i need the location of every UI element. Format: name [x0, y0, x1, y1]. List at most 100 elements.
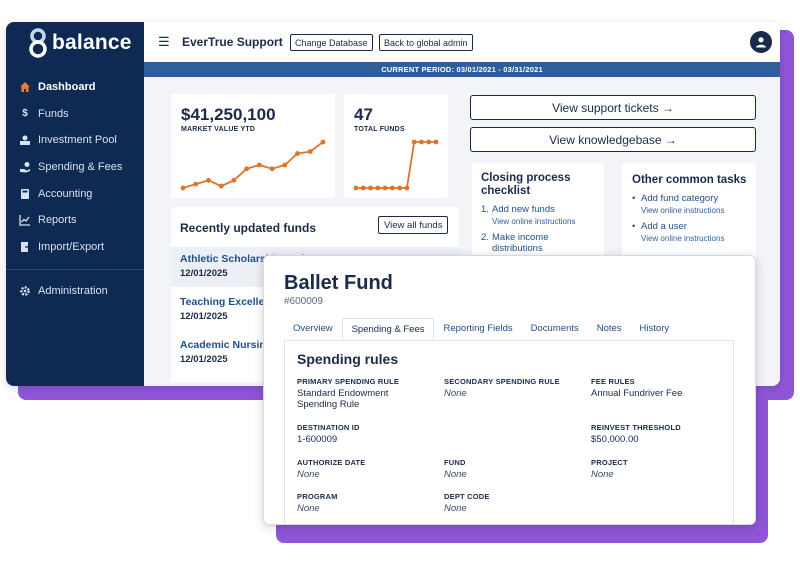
- data-point: [382, 185, 388, 191]
- tab-history[interactable]: History: [639, 323, 670, 334]
- investment-icon: [18, 133, 32, 147]
- data-point: [295, 151, 300, 156]
- field-value: None: [297, 469, 320, 480]
- market-value-label: MARKET VALUE YTD: [181, 126, 256, 133]
- view-all-funds-button[interactable]: View all funds: [378, 216, 449, 234]
- closing-checklist-title: Closing process checklist: [481, 172, 571, 197]
- data-point: [307, 149, 313, 154]
- user-icon: [756, 37, 766, 48]
- logo: balance: [28, 28, 132, 58]
- data-point: [244, 166, 250, 172]
- sidebar-item-accounting[interactable]: Accounting: [6, 180, 144, 207]
- fund-id: #600009: [284, 296, 323, 307]
- data-point: [180, 185, 186, 191]
- view-support-tickets-button[interactable]: View support tickets →: [470, 95, 756, 120]
- balance-logo-icon: [29, 28, 47, 58]
- fund-detail-card: Ballet Fund #600009 Overview Spending & …: [263, 255, 756, 525]
- import-export-icon: [18, 240, 32, 254]
- current-period-bar: CURRENT PERIOD: 03/01/2021 - 03/31/2021: [144, 62, 780, 77]
- dollar-icon: $: [22, 108, 28, 120]
- bullet: •: [632, 221, 636, 232]
- list-number: 2.: [481, 232, 489, 243]
- field-fee-rules: FEE RULES Annual Fundriver Fee: [591, 377, 731, 399]
- sidebar-item-dashboard[interactable]: Dashboard: [6, 74, 144, 101]
- field-project: PROJECT None: [591, 458, 731, 480]
- field-value: None: [444, 388, 467, 399]
- fund-date: 12/01/2025: [180, 311, 228, 322]
- data-point: [282, 162, 288, 168]
- sidebar-item-spending-fees[interactable]: Spending & Fees: [6, 154, 144, 181]
- fund-date: 12/01/2025: [180, 268, 228, 279]
- total-funds-chart: [353, 139, 439, 191]
- field-label: DESTINATION ID: [297, 423, 360, 432]
- data-point: [397, 185, 403, 191]
- field-label: DEPT CODE: [444, 492, 490, 501]
- data-point: [256, 162, 262, 168]
- data-point: [353, 185, 359, 191]
- field-label: PROJECT: [591, 458, 628, 467]
- field-authorize-date: AUTHORIZE DATE None: [297, 458, 427, 480]
- series-line: [182, 141, 324, 189]
- total-funds-label: TOTAL FUNDS: [354, 126, 405, 133]
- field-value: None: [444, 503, 467, 514]
- bullet: •: [632, 193, 636, 204]
- tab-notes[interactable]: Notes: [596, 323, 622, 334]
- field-value: Standard Endowment Spending Rule: [297, 388, 389, 410]
- sidebar-item-administration[interactable]: Administration: [6, 278, 144, 305]
- field-fund: FUND None: [444, 458, 584, 480]
- change-database-button[interactable]: Change Database: [290, 34, 373, 51]
- sidebar-item-reports[interactable]: Reports: [6, 207, 144, 234]
- sidebar-nav: Dashboard $ Funds Investment Pool Spendi…: [6, 74, 144, 305]
- global-admin-button[interactable]: Back to global admin: [379, 34, 473, 51]
- series-line: [356, 141, 436, 189]
- data-point: [411, 139, 417, 145]
- data-point: [433, 139, 439, 145]
- data-point: [426, 139, 432, 145]
- data-point: [389, 185, 395, 191]
- top-bar: ☰ EverTrue Support Change Database Back …: [144, 22, 780, 62]
- field-label: FUND: [444, 458, 466, 467]
- data-point: [419, 139, 424, 145]
- field-label: SECONDARY SPENDING RULE: [444, 377, 560, 386]
- total-funds-value: 47: [354, 105, 373, 124]
- sidebar-item-label: Administration: [38, 285, 108, 298]
- gear-icon: [18, 284, 32, 298]
- sidebar: balance Dashboard $ Funds Investment Poo…: [6, 22, 144, 386]
- menu-icon[interactable]: ☰: [158, 34, 170, 49]
- view-knowledgebase-button[interactable]: View knowledgebase →: [470, 127, 756, 152]
- instructions-link[interactable]: View online instructions: [492, 217, 576, 226]
- tab-spending-fees[interactable]: Spending & Fees: [341, 318, 435, 340]
- market-value: $41,250,100: [181, 105, 276, 124]
- tab-overview[interactable]: Overview: [293, 323, 333, 334]
- home-icon: [18, 80, 32, 94]
- make-income-distributions-link[interactable]: Make income distributions: [492, 232, 549, 254]
- brand-name: balance: [52, 31, 132, 54]
- field-value: $50,000.00: [591, 434, 639, 445]
- instructions-link[interactable]: View online instructions: [641, 206, 725, 215]
- common-tasks-card: Other common tasks • Add fund category V…: [622, 163, 756, 263]
- table-row[interactable]: Academic Nursing 12/01/2025: [171, 333, 459, 373]
- field-dept-code: DEPT CODE None: [444, 492, 584, 514]
- field-destination-id: DESTINATION ID 1-600009: [297, 423, 427, 445]
- field-label: AUTHORIZE DATE: [297, 458, 366, 467]
- add-fund-category-link[interactable]: Add fund category: [641, 193, 719, 204]
- sidebar-item-funds[interactable]: $ Funds: [6, 101, 144, 128]
- sidebar-item-label: Funds: [38, 107, 69, 120]
- table-row[interactable]: Teaching Excellen 12/01/2025: [171, 290, 459, 330]
- field-label: REINVEST THRESHOLD: [591, 423, 681, 432]
- field-label: FEE RULES: [591, 377, 635, 386]
- add-a-user-link[interactable]: Add a user: [641, 221, 687, 232]
- tab-reporting-fields[interactable]: Reporting Fields: [443, 323, 513, 334]
- avatar[interactable]: [750, 31, 772, 53]
- sidebar-item-label: Accounting: [38, 187, 93, 200]
- add-new-funds-link[interactable]: Add new funds: [492, 204, 555, 215]
- tab-documents[interactable]: Documents: [530, 323, 579, 334]
- hand-money-icon: [18, 160, 32, 174]
- field-reinvest-threshold: REINVEST THRESHOLD $50,000.00: [591, 423, 731, 445]
- field-value: None: [444, 469, 467, 480]
- instructions-link[interactable]: View online instructions: [641, 234, 725, 243]
- sidebar-item-import-export[interactable]: Import/Export: [6, 234, 144, 261]
- list-item: • Add fund category View online instruct…: [632, 193, 754, 215]
- market-value-chart: [180, 139, 326, 191]
- sidebar-item-investment-pool[interactable]: Investment Pool: [6, 127, 144, 154]
